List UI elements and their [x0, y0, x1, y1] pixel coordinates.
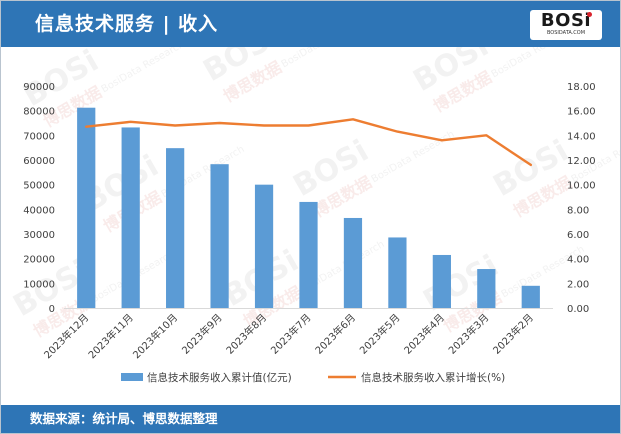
- x-tick-label: 2023年9月: [179, 311, 225, 357]
- watermark-en: BosiData Research: [280, 47, 367, 70]
- header-bar: 信息技术服务 | 收入 BOSi BOSIDATA.COM: [1, 1, 620, 47]
- logo-dot-icon: [587, 12, 592, 17]
- legend-label-bar: 信息技术服务收入累计值(亿元): [147, 371, 292, 384]
- bar: [210, 164, 229, 308]
- growth-line: [84, 118, 532, 167]
- x-tick-label: 2023年7月: [268, 311, 314, 357]
- legend-label-line: 信息技术服务收入累计增长(%): [361, 371, 505, 384]
- y-right-tick-label: 12.00: [567, 156, 596, 167]
- bar: [477, 269, 496, 308]
- bar: [432, 254, 451, 308]
- y-right-tick-label: 0.00: [567, 304, 589, 315]
- y-left-tick-label: 40000: [23, 205, 55, 216]
- x-tick-label: 2023年6月: [312, 311, 358, 357]
- y-left-tick-label: 0: [49, 304, 55, 315]
- x-tick-label: 2023年10月: [130, 311, 180, 361]
- y-left-tick-label: 50000: [23, 181, 55, 192]
- y-left-tick-label: 10000: [23, 279, 55, 290]
- bar: [77, 107, 96, 308]
- y-right-tick-label: 4.00: [567, 255, 589, 266]
- x-tick-label: 2023年2月: [490, 311, 536, 357]
- y-right-tick-label: 6.00: [567, 230, 589, 241]
- x-tick-label: 2023年4月: [401, 311, 447, 357]
- y-left-tick-label: 60000: [23, 156, 55, 167]
- y-right-tick-label: 2.00: [567, 279, 589, 290]
- y-right-tick-label: 16.00: [567, 107, 596, 118]
- bar: [166, 148, 185, 308]
- bar: [299, 201, 318, 308]
- x-tick-label: 2023年11月: [85, 311, 135, 361]
- watermark-en: BosiData Research: [100, 47, 187, 95]
- y-left-tick-label: 90000: [23, 82, 55, 93]
- y-right-tick-label: 18.00: [567, 82, 596, 93]
- watermark-en: BosiData Research: [370, 129, 457, 185]
- bar: [521, 285, 540, 308]
- footer-bar: 数据来源：统计局、博思数据整理: [1, 405, 620, 433]
- page-title: 信息技术服务 | 收入: [35, 13, 219, 35]
- bar: [388, 237, 407, 308]
- logo-subtext: BOSIDATA.COM: [546, 30, 586, 36]
- watermark-en: BosiData Research: [490, 47, 577, 80]
- y-right-tick-label: 8.00: [567, 205, 589, 216]
- y-right-tick-label: 14.00: [567, 131, 596, 142]
- bar: [121, 127, 140, 308]
- data-source: 数据来源：统计局、博思数据整理: [30, 411, 218, 426]
- bar: [254, 184, 274, 308]
- y-left-tick-label: 20000: [23, 255, 55, 266]
- y-left-tick-label: 80000: [23, 107, 55, 118]
- y-right-tick-label: 10.00: [567, 181, 596, 192]
- y-left-tick-label: 70000: [23, 131, 55, 142]
- legend-swatch-bar: [121, 373, 143, 381]
- x-tick-label: 2023年5月: [357, 311, 403, 357]
- bosi-logo: BOSi BOSIDATA.COM: [530, 10, 602, 40]
- y-left-tick-label: 30000: [23, 230, 55, 241]
- logo-text: BOSi: [540, 10, 592, 31]
- bar: [343, 217, 363, 308]
- watermark-en: BosiData Research: [500, 244, 587, 300]
